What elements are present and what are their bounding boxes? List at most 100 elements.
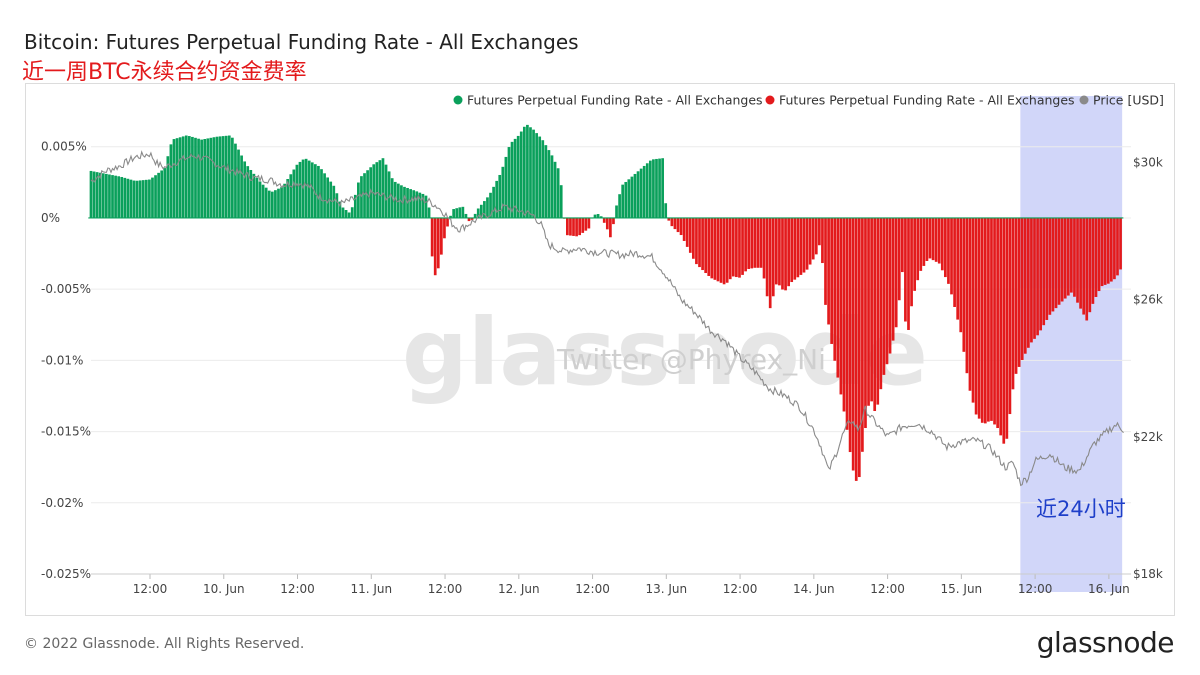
funding-bar-positive [160, 170, 164, 218]
funding-bar-positive [553, 161, 557, 218]
funding-bar-positive [98, 172, 102, 218]
funding-bar-negative [947, 217, 950, 284]
funding-bar-negative [759, 217, 763, 268]
funding-bar-positive [513, 138, 517, 218]
footer-copyright: © 2022 Glassnode. All Rights Reserved. [24, 636, 305, 652]
funding-bar-positive [234, 143, 237, 218]
funding-bar-positive [129, 179, 133, 218]
funding-bar-positive [532, 129, 535, 218]
funding-bar-positive [197, 138, 200, 218]
funding-bar-negative [1066, 217, 1070, 296]
funding-bar-positive [326, 177, 329, 218]
funding-bar-positive [393, 181, 397, 218]
funding-bar-positive [286, 179, 290, 218]
funding-bar-negative [864, 217, 867, 429]
funding-bar-positive [526, 124, 529, 218]
funding-bar-negative [1008, 217, 1012, 415]
funding-bar-negative [1088, 217, 1092, 313]
funding-bar-negative [1082, 217, 1086, 315]
y-left-tick-label: 0.005% [41, 140, 87, 154]
funding-bar-negative [824, 217, 827, 305]
funding-bar-positive [231, 137, 234, 218]
funding-bar-positive [424, 195, 428, 218]
x-tick-label: 12:00 [428, 582, 463, 596]
funding-bar-positive [599, 216, 603, 218]
y-left-tick-label: -0.01% [41, 353, 83, 367]
funding-bar-positive [547, 150, 551, 218]
funding-bar-negative [741, 217, 744, 275]
funding-bar-positive [135, 180, 139, 218]
funding-bar-negative [983, 217, 987, 424]
funding-bar-negative [765, 217, 769, 297]
x-tick-label: 15. Jun [941, 582, 983, 596]
funding-bar-positive [421, 193, 425, 218]
funding-bar-negative [1036, 217, 1039, 336]
funding-bar-negative [940, 217, 944, 271]
funding-bar-positive [163, 168, 167, 218]
funding-bar-positive [636, 171, 640, 218]
y-right-tick-label: $30k [1133, 155, 1163, 169]
funding-bar-negative [676, 217, 680, 233]
funding-bar-negative [851, 217, 855, 471]
funding-bar-negative [928, 217, 932, 259]
funding-bar-negative [793, 217, 797, 280]
funding-bar-negative [848, 217, 852, 453]
funding-bar-negative [682, 217, 686, 241]
funding-bar-positive [449, 215, 452, 218]
funding-bar-negative [771, 217, 775, 297]
funding-bar-negative [436, 217, 440, 269]
funding-bar-positive [510, 141, 514, 218]
legend-label: Price [USD] [1093, 93, 1164, 108]
funding-bar-positive [384, 164, 388, 218]
funding-bar-negative [578, 217, 582, 236]
funding-bar-positive [363, 173, 366, 218]
funding-bar-positive [529, 127, 532, 218]
funding-bar-positive [280, 187, 283, 218]
funding-bar-positive [151, 177, 154, 218]
funding-bar-positive [347, 212, 351, 218]
funding-bar-negative [446, 217, 449, 227]
funding-bar-positive [375, 162, 379, 218]
funding-bar-negative [470, 217, 474, 220]
funding-bar-negative [731, 217, 735, 277]
funding-bar-negative [916, 217, 920, 281]
funding-bar-positive [237, 149, 240, 218]
funding-bar-positive [258, 181, 262, 218]
highlight-label: 近24小时 [1036, 497, 1126, 521]
funding-bar-negative [1085, 217, 1089, 321]
funding-bar-negative [713, 217, 717, 280]
funding-bar-positive [215, 136, 219, 218]
funding-bar-positive [111, 175, 114, 218]
funding-bar-negative [738, 217, 741, 278]
funding-bar-negative [679, 217, 683, 236]
funding-bar-negative [704, 217, 708, 274]
funding-bar-negative [993, 217, 996, 425]
funding-bar-positive [519, 131, 523, 218]
funding-bar-positive [492, 186, 495, 218]
funding-bar-positive [353, 194, 357, 218]
funding-bar-positive [218, 136, 222, 218]
funding-bar-negative [913, 217, 916, 291]
x-tick-label: 12:00 [280, 582, 315, 596]
funding-bar-positive [194, 137, 197, 218]
funding-bar-positive [283, 183, 286, 218]
funding-bar-negative [897, 217, 901, 301]
funding-bar-positive [329, 181, 333, 218]
x-tick-label: 11. Jun [350, 582, 392, 596]
funding-bar-negative [1097, 217, 1101, 292]
funding-bar-negative [790, 217, 794, 283]
funding-bar-negative [1054, 217, 1058, 309]
funding-bar-positive [200, 139, 203, 218]
funding-bar-positive [95, 172, 99, 218]
funding-bar-positive [593, 214, 597, 218]
funding-bar-positive [317, 165, 320, 218]
funding-bar-positive [501, 166, 505, 218]
funding-bar-negative [922, 217, 926, 266]
x-tick-label: 12:00 [1018, 582, 1053, 596]
x-tick-label: 12:00 [870, 582, 905, 596]
funding-bar-negative [956, 217, 960, 320]
funding-bar-positive [154, 175, 157, 218]
funding-bar-positive [166, 156, 170, 218]
funding-bar-positive [378, 160, 382, 218]
funding-bar-positive [264, 187, 268, 218]
